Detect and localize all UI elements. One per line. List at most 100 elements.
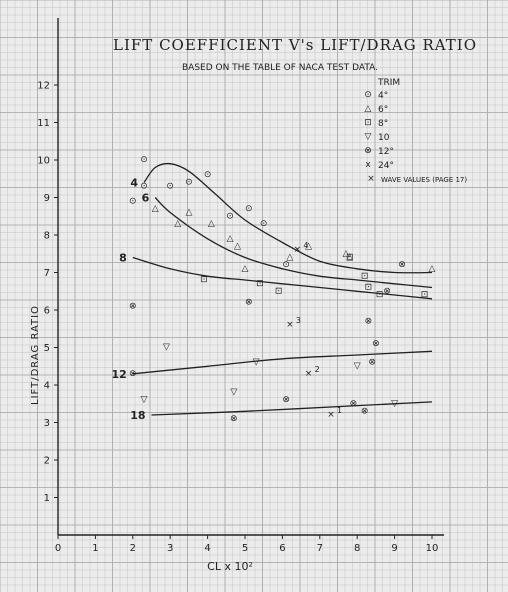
data-point: ⊗: [350, 399, 358, 409]
y-tick-label: 6: [44, 306, 50, 317]
legend-label: 10: [378, 133, 390, 143]
wave-value-point: ×: [286, 320, 294, 330]
data-point: ⊙: [185, 178, 193, 188]
y-tick-label: 7: [44, 268, 50, 279]
data-point: ⊡: [256, 279, 264, 289]
curve-label-18: 18: [130, 409, 145, 422]
data-point: △: [174, 219, 181, 229]
curve-18: [151, 401, 433, 416]
data-points: ⊙⊙⊙⊙ ⊙⊙⊙⊙⊙⊙△△△△△△△△△△△△⊡ ⊡⊡⊡⊡⊡⊡ ⊡▽▽▽▽ ▽▽⊗⊗⊗⊗…: [129, 155, 436, 424]
data-point: ▽: [253, 358, 260, 368]
legend-label: 6°: [378, 105, 388, 115]
wave-value-label: 1: [337, 406, 342, 415]
data-point: ⊗: [383, 286, 391, 296]
data-point: ▽: [354, 361, 361, 371]
chart-subtitle: BASED ON THE TABLE OF NACA TEST DATA.: [182, 63, 378, 73]
data-point: ⊗: [365, 316, 373, 326]
curve-label-6: 6: [142, 192, 150, 205]
y-tick-label: 3: [44, 418, 50, 429]
data-point: ⊙: [245, 204, 253, 214]
legend-label: 4°: [378, 91, 388, 101]
x-tick-label: 10: [426, 543, 439, 554]
data-point: ⊙: [129, 196, 137, 206]
data-point: ⊡: [346, 253, 354, 263]
data-point: ⊗: [368, 358, 376, 368]
legend-symbol: △: [365, 104, 372, 114]
axes: [57, 18, 444, 536]
legend-label: WAVE VALUES (PAGE 17): [381, 176, 467, 184]
x-tick-label: 6: [279, 543, 285, 554]
legend-symbol: ⊗: [364, 146, 372, 156]
data-point: ▽: [230, 388, 237, 398]
wave-value-label: 3: [296, 316, 301, 325]
x-axis-label: CL x 10²: [207, 560, 253, 573]
curve-6: [154, 197, 433, 289]
legend-symbol: x: [365, 160, 371, 170]
y-tick-label: 12: [37, 81, 50, 92]
legend: TRIM ⊙ 4° △ 6° ⊡ 8° ▽ 10 ⊗ 12° x 24°× WAVE VALUES (PA…: [364, 78, 467, 184]
curve-label-4: 4: [130, 177, 138, 190]
wave-value-point: ×: [327, 410, 335, 420]
data-point: ⊗: [230, 414, 238, 424]
x-tick-label: 5: [242, 543, 248, 554]
data-point: △: [286, 253, 293, 263]
data-point: △: [346, 253, 353, 263]
x-tick-label: 4: [204, 543, 210, 554]
y-tick-label: 9: [44, 193, 50, 204]
data-point: ⊗: [129, 369, 137, 379]
data-point: ▽: [391, 399, 398, 409]
x-tick-label: 2: [130, 543, 136, 554]
chart-title: LIFT COEFFICIENT V's LIFT/DRAG RATIO: [113, 36, 477, 54]
data-point: ⊙: [260, 219, 268, 229]
data-point: △: [208, 219, 215, 229]
curve-8: [132, 256, 433, 300]
data-point: ⊗: [245, 298, 253, 308]
data-point: △: [152, 204, 159, 214]
data-point: ⊡: [421, 290, 429, 300]
data-point: ⊗: [129, 301, 137, 311]
data-point: ⊗: [398, 260, 406, 270]
data-point: ▽: [141, 395, 148, 405]
x-tick-label: 0: [55, 543, 61, 554]
data-point: ⊡: [275, 286, 283, 296]
legend-symbol: ×: [367, 174, 375, 184]
wave-value-label: 2: [315, 365, 320, 374]
curve-label-8: 8: [119, 252, 127, 265]
data-point: ⊙: [140, 181, 148, 191]
curve-4: [143, 162, 433, 274]
y-tick-label: 10: [37, 156, 50, 167]
data-point: ⊙: [226, 211, 234, 221]
x-tick-label: 8: [354, 543, 360, 554]
data-point: △: [305, 241, 312, 251]
data-point: △: [343, 249, 350, 259]
y-tick-label: 1: [44, 493, 50, 504]
curve-12: [132, 350, 433, 375]
y-tick-label: 4: [44, 381, 50, 392]
wave-value-point: ×: [305, 369, 313, 379]
legend-label: 8°: [378, 119, 388, 129]
y-tick-label: 11: [37, 118, 50, 129]
data-point: ⊙: [204, 170, 212, 180]
data-point: ⊡: [376, 290, 384, 300]
data-point: ⊙: [140, 155, 148, 165]
x-tick-label: 1: [92, 543, 98, 554]
data-point: ⊡: [365, 283, 373, 293]
legend-symbol: ⊡: [364, 118, 372, 128]
data-point: △: [242, 264, 249, 274]
y-tick-label: 8: [44, 231, 50, 242]
x-tick-label: 9: [391, 543, 397, 554]
data-point: ⊗: [361, 406, 369, 416]
data-point: △: [234, 241, 241, 251]
legend-symbol: ⊙: [364, 90, 372, 100]
curve-label-12: 12: [111, 368, 126, 381]
data-point: △: [185, 208, 192, 218]
y-axis-label: LIFT/DRAG RATIO: [30, 305, 41, 405]
data-point: ▽: [163, 343, 170, 353]
data-point: ⊡: [200, 275, 208, 285]
legend-label: 12°: [378, 147, 394, 157]
x-tick-label: 7: [317, 543, 323, 554]
